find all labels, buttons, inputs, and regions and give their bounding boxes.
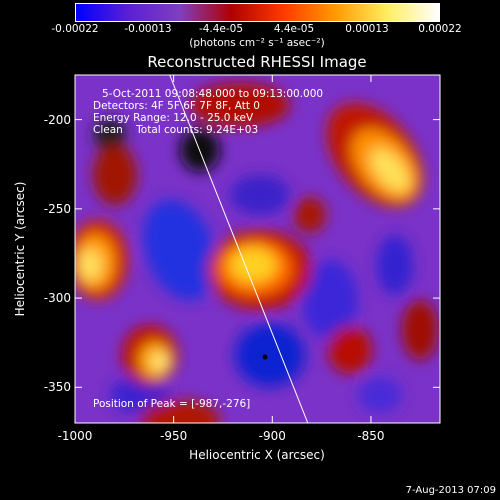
- limb-line-segment: [169, 75, 309, 423]
- solar-limb-line: [169, 75, 309, 423]
- clean-annotation: Clean Total counts: 9.24E+03: [93, 124, 259, 136]
- peak-annotation: Position of Peak = [-987,-276]: [93, 398, 251, 410]
- colorbar: [75, 3, 440, 22]
- y-axis-ticks: [75, 119, 440, 388]
- y-tick-label: -250: [43, 201, 71, 216]
- x-tick-label: -1000: [57, 429, 93, 443]
- colorbar-tick-label: -0.00022: [51, 23, 99, 35]
- colorbar-tick-label: 0.00013: [345, 23, 389, 35]
- footer-date: 7-Aug-2013 07:09: [405, 485, 496, 496]
- y-tick-label: -300: [43, 291, 71, 306]
- colorbar-tick-label: 4.4e-05: [273, 23, 315, 35]
- y-tick-label: -350: [43, 380, 71, 395]
- x-axis-ticks: [74, 75, 372, 423]
- colorbar-tick-label: 0.00022: [418, 23, 462, 35]
- x-tick-label: -900: [258, 429, 286, 443]
- x-tick-label: -850: [357, 429, 385, 443]
- chart-title: Reconstructed RHESSI Image: [147, 53, 367, 71]
- peak-marker: [262, 354, 268, 360]
- y-tick-label: -200: [43, 112, 71, 127]
- colorbar-tick-label: -4.4e-05: [198, 23, 244, 35]
- energy-annotation: Energy Range: 12.0 - 25.0 keV: [93, 112, 254, 124]
- colorbar-tick-label: -0.00013: [124, 23, 172, 35]
- y-axis-label: Heliocentric Y (arcsec): [13, 181, 27, 317]
- detectors-annotation: Detectors: 4F 5F 6F 7F 8F, Att 0: [93, 100, 260, 112]
- heatmap-image: [75, 75, 440, 423]
- plot-frame: [74, 74, 441, 424]
- x-axis-label: Heliocentric X (arcsec): [189, 448, 325, 462]
- x-tick-label: -950: [160, 429, 188, 443]
- colorbar-units: (photons cm⁻² s⁻¹ asec⁻²): [189, 37, 325, 49]
- time-range-annotation: 5-Oct-2011 09:08:48.000 to 09:13:00.000: [102, 88, 324, 100]
